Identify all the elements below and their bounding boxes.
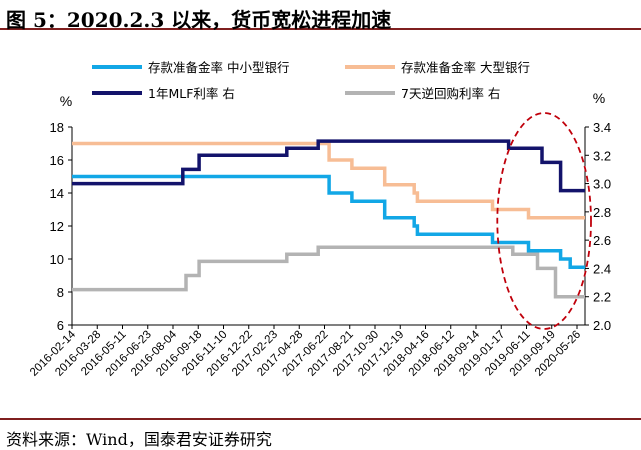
series-line-2 <box>72 141 585 220</box>
left-tick-label: 18 <box>50 120 64 135</box>
annotation-group <box>496 112 592 330</box>
figure-source: 资料来源：Wind，国泰君安证券研究 <box>0 418 641 449</box>
series-line-1 <box>72 174 585 270</box>
right-tick-label: 3.0 <box>593 177 611 192</box>
legend-label-4: 7天逆回购利率 右 <box>401 86 500 101</box>
left-axis-unit: % <box>60 93 72 109</box>
right-tick-label: 2.4 <box>593 261 611 276</box>
highlight-ellipse <box>496 112 592 330</box>
right-tick-label: 2.0 <box>593 318 611 333</box>
left-tick-label: 10 <box>50 252 64 267</box>
series-group <box>72 139 585 299</box>
figure-title: 图 5：2020.2.3 以来，货币宽松进程加速 <box>0 0 641 32</box>
legend-label-3: 1年MLF利率 右 <box>148 86 235 101</box>
right-axis-unit: % <box>593 90 605 106</box>
left-tick-label: 12 <box>50 219 64 234</box>
right-tick-label: 2.6 <box>593 233 611 248</box>
right-tick-label: 3.4 <box>593 120 611 135</box>
left-tick-label: 16 <box>50 153 64 168</box>
right-tick-label: 2.8 <box>593 205 611 220</box>
legend-label-1: 存款准备金率 中小型银行 <box>148 60 289 75</box>
left-tick-label: 14 <box>50 186 64 201</box>
left-tick-label: 8 <box>57 285 64 300</box>
right-tick-label: 3.2 <box>593 148 611 163</box>
right-tick-label: 2.2 <box>593 290 611 305</box>
legend-group: 存款准备金率 中小型银行 存款准备金率 大型银行 1年MLF利率 右 7天逆回购利率 … <box>92 60 530 101</box>
series-line-4 <box>72 245 585 299</box>
left-tick-label: 6 <box>57 318 64 333</box>
series-line-3 <box>72 139 585 193</box>
legend-label-2: 存款准备金率 大型银行 <box>401 60 530 75</box>
